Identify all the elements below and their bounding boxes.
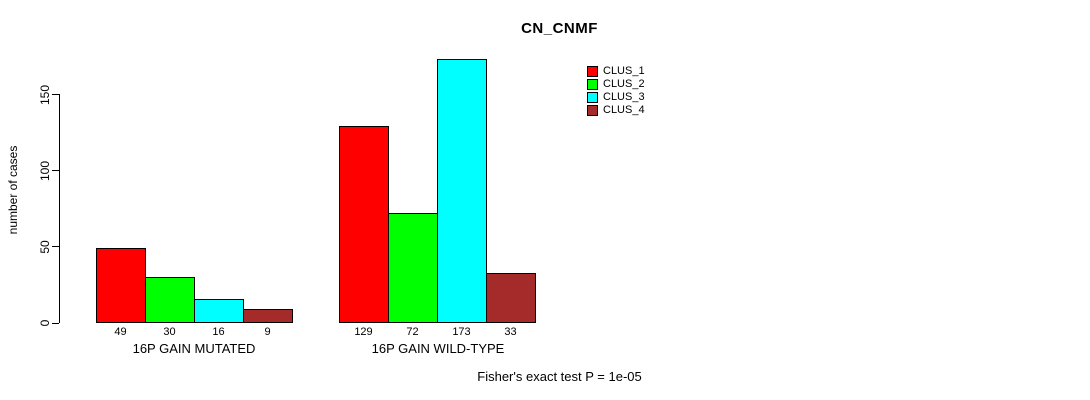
bar-clus_1-mutated xyxy=(96,248,146,323)
legend-swatch-icon xyxy=(587,105,598,116)
annotation-text: Fisher's exact test P = 1e-05 xyxy=(477,369,642,384)
bar-value-label: 72 xyxy=(406,326,419,338)
bar-clus_2-mutated xyxy=(145,277,195,323)
y-tick-label: 100 xyxy=(38,160,52,181)
legend-label: CLUS_3 xyxy=(603,91,645,103)
category-label-wild-type: 16P GAIN WILD-TYPE xyxy=(371,341,505,356)
legend-item-clus_3: CLUS_3 xyxy=(587,92,645,103)
chart-title: CN_CNMF xyxy=(521,20,598,37)
bar-value-label: 33 xyxy=(504,326,517,338)
y-tick-label: 0 xyxy=(38,319,52,327)
bar-value-label: 9 xyxy=(264,326,271,338)
category-label-mutated: 16P GAIN MUTATED xyxy=(132,341,256,356)
bar-clus_2-wild-type xyxy=(388,213,438,323)
bar-clus_4-wild-type xyxy=(486,273,536,323)
legend-label: CLUS_4 xyxy=(603,104,645,116)
legend-item-clus_1: CLUS_1 xyxy=(587,66,645,77)
legend-label: CLUS_2 xyxy=(603,78,645,90)
legend-swatch-icon xyxy=(587,66,598,77)
bar-clus_3-wild-type xyxy=(437,59,487,323)
y-tick-mark xyxy=(52,170,59,172)
legend: CLUS_1 CLUS_2 CLUS_3 CLUS_4 xyxy=(587,66,645,118)
y-axis-label: number of cases xyxy=(6,145,20,235)
y-tick-mark xyxy=(52,246,59,248)
y-tick-label: 150 xyxy=(38,84,52,105)
legend-swatch-icon xyxy=(587,92,598,103)
y-tick-mark xyxy=(52,322,59,324)
legend-item-clus_2: CLUS_2 xyxy=(587,79,645,90)
legend-label: CLUS_1 xyxy=(603,65,645,77)
bar-clus_4-mutated xyxy=(243,309,293,323)
y-tick-label: 50 xyxy=(38,240,52,254)
bar-value-label: 129 xyxy=(354,326,373,338)
legend-swatch-icon xyxy=(587,79,598,90)
y-axis-line xyxy=(59,94,60,323)
bar-value-label: 30 xyxy=(163,326,176,338)
bar-value-label: 16 xyxy=(212,326,225,338)
bar-value-label: 49 xyxy=(114,326,127,338)
legend-item-clus_4: CLUS_4 xyxy=(587,105,645,116)
bar-clus_1-wild-type xyxy=(339,126,389,323)
y-tick-mark xyxy=(52,94,59,95)
bar-clus_3-mutated xyxy=(194,299,244,323)
bar-value-label: 173 xyxy=(452,326,471,338)
